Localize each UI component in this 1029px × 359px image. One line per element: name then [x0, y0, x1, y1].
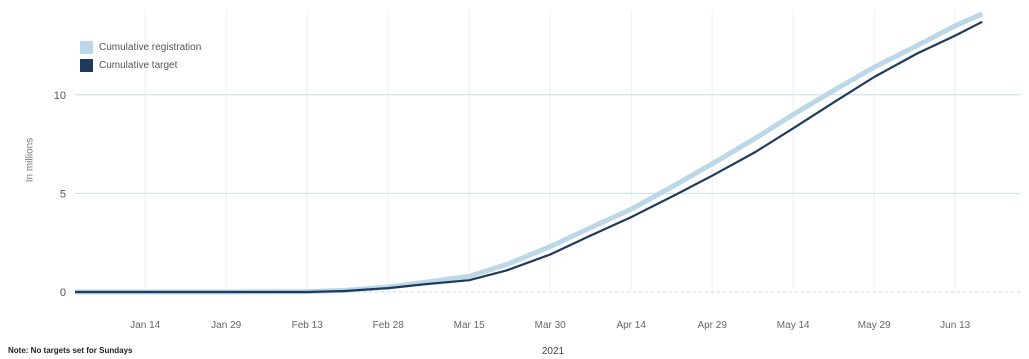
- y-axis-ticks: 0 5 10: [54, 90, 66, 299]
- chart-note: Note: No targets set for Sundays: [8, 346, 133, 355]
- y-axis-label: In millions: [24, 137, 36, 183]
- x-tick-label: Jun 13: [940, 320, 970, 331]
- x-tick-label: Feb 13: [292, 320, 324, 331]
- x-tick-label: Apr 14: [616, 320, 646, 331]
- y-tick-label: 5: [60, 188, 66, 200]
- series-line-target: [75, 20, 983, 294]
- series-line-registration: [75, 11, 984, 295]
- y-tick-label: 10: [54, 90, 66, 102]
- legend: Cumulative registration Cumulative targe…: [80, 38, 201, 74]
- legend-item-target: Cumulative target: [80, 56, 201, 74]
- x-tick-label: Apr 29: [697, 320, 727, 331]
- x-tick-label: Mar 30: [535, 320, 567, 331]
- x-tick-label: Feb 28: [373, 320, 405, 331]
- legend-item-registration: Cumulative registration: [80, 38, 201, 56]
- x-tick-label: Mar 15: [454, 320, 486, 331]
- legend-swatch-registration: [80, 40, 93, 54]
- legend-label-target: Cumulative target: [99, 59, 178, 71]
- x-axis-ticks: Jan 14 Jan 29 Feb 13 Feb 28 Mar 15 Mar 30 Apr …: [130, 320, 970, 331]
- x-tick-label: Jan 29: [211, 320, 241, 331]
- x-tick-label: May 29: [858, 320, 891, 331]
- x-tick-label: May 14: [777, 320, 810, 331]
- series-lines: [75, 11, 984, 295]
- x-axis-label: 2021: [541, 346, 565, 357]
- y-tick-label: 0: [60, 287, 66, 299]
- x-tick-label: Jan 14: [130, 320, 160, 331]
- legend-swatch-target: [80, 58, 93, 72]
- legend-label-registration: Cumulative registration: [99, 41, 202, 53]
